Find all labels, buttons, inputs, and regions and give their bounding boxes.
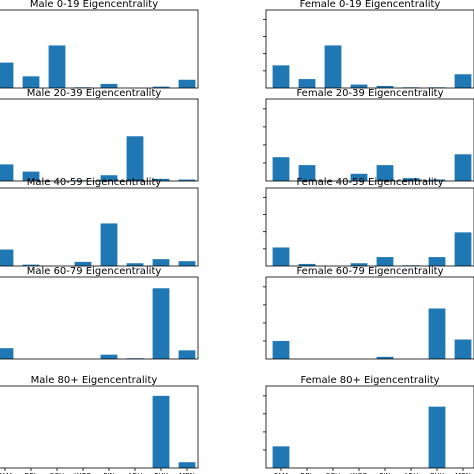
bar-men (454, 154, 472, 181)
panel-2: Male 20-39 Eigencentrality (0, 88, 199, 182)
bar-fam (272, 340, 290, 359)
x-tick-label: SCH (50, 472, 65, 474)
axes-frame (0, 187, 199, 267)
bar-men (178, 79, 196, 88)
bar-fin (376, 356, 394, 359)
x-tick-label: FIN (379, 472, 390, 474)
bar-phy (152, 86, 170, 88)
bar-fam (0, 249, 14, 266)
bar-men (178, 179, 196, 181)
axes-frame (265, 187, 474, 267)
bar-rel (22, 264, 40, 266)
x-tick-label: FAM (274, 472, 288, 474)
x-tick-label: REL (24, 472, 37, 474)
panel-6: Male 60-79 Eigencentrality (0, 266, 199, 360)
bar-phy (152, 395, 170, 468)
panel-4: Male 40-59 Eigencentrality (0, 177, 199, 267)
panel-title: Male 60-79 Eigencentrality (27, 266, 162, 277)
bar-fin (376, 165, 394, 181)
bar-abu (126, 263, 144, 266)
bar-wor (350, 263, 368, 266)
bar-men (454, 339, 472, 359)
panel-title: Male 20-39 Eigencentrality (27, 88, 162, 99)
x-tick-label: WOR (350, 472, 367, 474)
bar-fin (100, 354, 118, 359)
bar-phy (428, 179, 446, 181)
x-tick-label: PHY (430, 472, 444, 474)
bar-men (178, 350, 196, 359)
bar-fam (272, 446, 290, 468)
x-tick-label: ABU (404, 472, 419, 474)
bar-men (178, 462, 196, 468)
bar-men (454, 74, 472, 88)
x-tick-label: FAM (0, 472, 12, 474)
bar-phy (152, 288, 170, 359)
bar-rel (22, 171, 40, 181)
bar-fam (0, 164, 14, 181)
bar-fin (376, 85, 394, 88)
x-tick-label: SCH (326, 472, 341, 474)
bar-men (454, 232, 472, 266)
bar-fin (376, 257, 394, 266)
bar-fam (272, 157, 290, 181)
axes-frame (265, 276, 474, 360)
bar-wor (74, 261, 92, 266)
bar-men (178, 261, 196, 266)
x-tick-label: MEN (179, 472, 195, 474)
axes-frame (0, 276, 199, 360)
x-tick-label: PHY (154, 472, 168, 474)
bar-fin (100, 175, 118, 181)
bar-rel (22, 76, 40, 88)
bar-phy (428, 406, 446, 468)
bar-phy (152, 259, 170, 266)
panel-title: Male 40-59 Eigencentrality (27, 177, 162, 188)
bar-fam (272, 65, 290, 88)
panel-3: Female 20-39 Eigencentrality (263, 88, 474, 182)
panel-0: Male 0-19 Eigencentrality (0, 0, 199, 89)
axes-frame (265, 98, 474, 182)
panel-7: Female 60-79 Eigencentrality (263, 266, 474, 360)
bar-phy (428, 257, 446, 266)
panel-title: Male 80+ Eigencentrality (31, 375, 158, 386)
bar-rel (298, 79, 316, 88)
panel-9: Female 80+ Eigencentrality FAM REL SCH WOR FI… (263, 375, 474, 474)
panel-title: Male 0-19 Eigencentrality (30, 0, 158, 10)
bar-rel (298, 263, 316, 266)
panel-title: Female 80+ Eigencentrality (300, 375, 439, 386)
bar-rel (298, 165, 316, 181)
panel-title: Female 40-59 Eigencentrality (296, 177, 443, 188)
panel-title: Female 20-39 Eigencentrality (296, 88, 443, 99)
bar-phy (152, 178, 170, 181)
bar-fam (0, 62, 14, 88)
bar-fam (272, 247, 290, 266)
axes-frame (265, 9, 474, 89)
bar-abu (126, 136, 144, 181)
x-tick-label: FIN (103, 472, 114, 474)
panel-title: Female 60-79 Eigencentrality (296, 266, 443, 277)
axes-frame (0, 385, 199, 469)
panel-title: Female 0-19 Eigencentrality (300, 0, 441, 10)
bar-wor (350, 173, 368, 181)
bar-fam (0, 348, 14, 359)
x-tick-label: MEN (455, 472, 471, 474)
bar-wor (350, 84, 368, 88)
bar-fin (100, 223, 118, 266)
bar-abu (402, 178, 420, 181)
x-tick-label: ABU (128, 472, 143, 474)
bar-fin (100, 83, 118, 88)
bar-phy (428, 308, 446, 359)
axes-frame (0, 98, 199, 182)
panel-8: Male 80+ Eigencentrality FAM REL SCH WOR FIN A… (0, 375, 199, 474)
axes-frame (0, 9, 199, 89)
axes-frame (265, 385, 474, 469)
x-tick-label: REL (300, 472, 313, 474)
x-tick-label: WOR (74, 472, 91, 474)
bar-sch (48, 45, 66, 88)
panel-1: Female 0-19 Eigencentrality (263, 0, 474, 89)
bar-sch (324, 45, 342, 88)
panel-5: Female 40-59 Eigencentrality (263, 177, 474, 267)
